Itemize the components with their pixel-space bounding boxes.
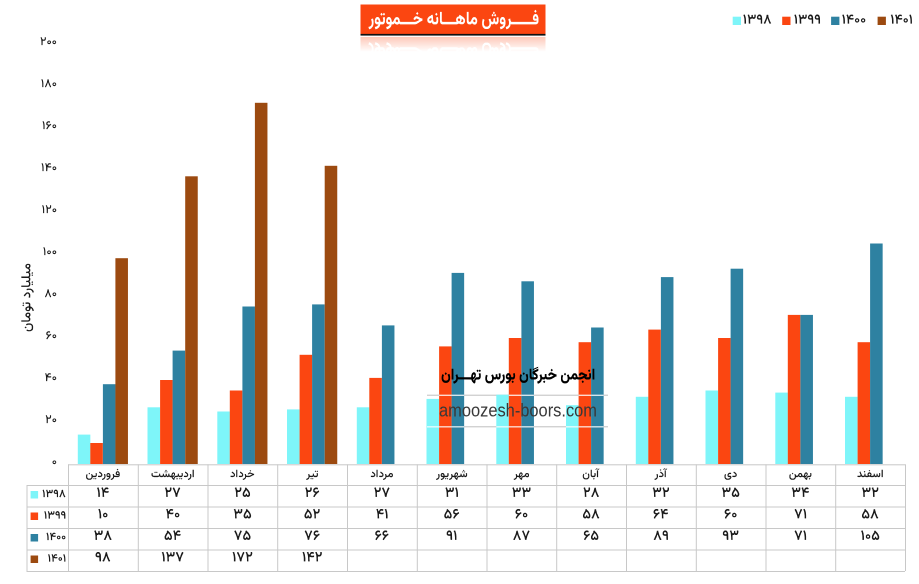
svg-text:amoozesh-boors.com: amoozesh-boors.com: [439, 400, 597, 420]
